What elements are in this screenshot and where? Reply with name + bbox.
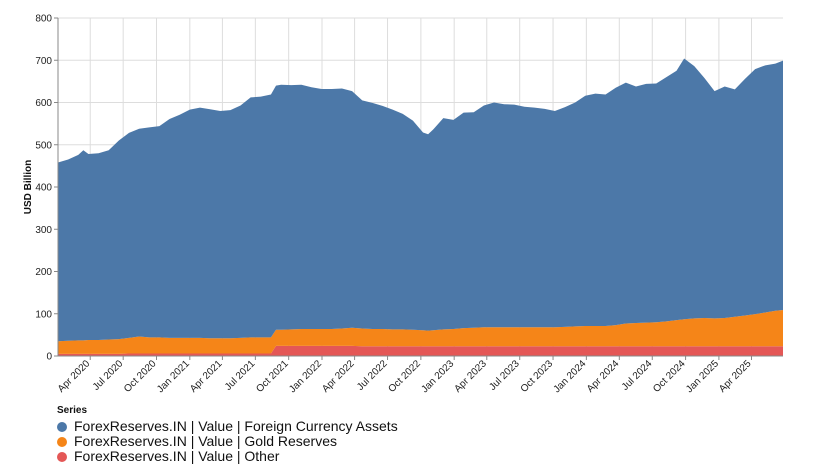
x-tick-label: Apr 2021 (188, 358, 225, 395)
x-tick-label: Oct 2021 (254, 358, 291, 395)
legend-item-gold-reserves[interactable]: ForexReserves.IN | Value | Gold Reserves (57, 434, 398, 449)
area-other (58, 345, 783, 356)
x-tick-label: Oct 2023 (519, 358, 556, 395)
x-tick-label: Oct 2020 (122, 358, 159, 395)
legend-label-foreign-currency-assets: ForexReserves.IN | Value | Foreign Curre… (74, 418, 398, 434)
x-tick-label: Oct 2024 (651, 358, 688, 395)
legend-label-gold-reserves: ForexReserves.IN | Value | Gold Reserves (74, 433, 337, 449)
x-tick-label: Jul 2023 (487, 358, 522, 393)
legend-item-foreign-currency-assets[interactable]: ForexReserves.IN | Value | Foreign Curre… (57, 419, 398, 434)
y-axis-title: USD Billion (23, 160, 34, 214)
x-tick-label: Oct 2022 (387, 358, 424, 395)
x-tick-label: Apr 2020 (56, 358, 93, 395)
y-tick-label: 0 (46, 352, 52, 363)
y-tick-label: 200 (35, 267, 52, 278)
x-tick-label: Jan 2024 (552, 358, 589, 395)
legend-title: Series (57, 405, 88, 416)
y-tick-label: 100 (35, 309, 52, 320)
x-tick-label: Apr 2024 (585, 358, 622, 395)
area-gold-reserves (58, 309, 783, 354)
x-tick-label: Jul 2020 (91, 358, 126, 393)
legend-swatch-foreign-currency-assets (57, 421, 67, 432)
y-tick-label: 300 (35, 225, 52, 236)
x-tick-label: Apr 2025 (717, 358, 754, 395)
y-tick-label: 500 (35, 140, 52, 151)
legend: Series ForexReserves.IN | Value | Foreig… (57, 405, 398, 464)
series-areas (58, 58, 783, 356)
x-tick-label: Jul 2021 (223, 358, 258, 393)
legend-swatch-other (57, 451, 67, 462)
x-tick-label: Jan 2025 (684, 358, 721, 395)
y-tick-label: 400 (35, 183, 52, 194)
legend-item-other[interactable]: ForexReserves.IN | Value | Other (57, 449, 398, 464)
x-tick-label: Apr 2022 (320, 358, 357, 395)
area-foreign-currency-assets (58, 58, 783, 342)
x-tick-label: Jan 2021 (155, 358, 192, 395)
legend-swatch-gold-reserves (57, 436, 67, 447)
y-tick-label: 800 (35, 14, 52, 25)
legend-label-other: ForexReserves.IN | Value | Other (74, 448, 280, 464)
x-tick-label: Jan 2022 (287, 358, 324, 395)
x-tick-label: Jul 2024 (620, 358, 655, 393)
x-tick-label: Jan 2023 (419, 358, 456, 395)
x-tick-label: Apr 2023 (452, 358, 489, 395)
y-tick-label: 700 (35, 56, 52, 67)
x-tick-label: Jul 2022 (355, 358, 390, 393)
y-tick-label: 600 (35, 98, 52, 109)
